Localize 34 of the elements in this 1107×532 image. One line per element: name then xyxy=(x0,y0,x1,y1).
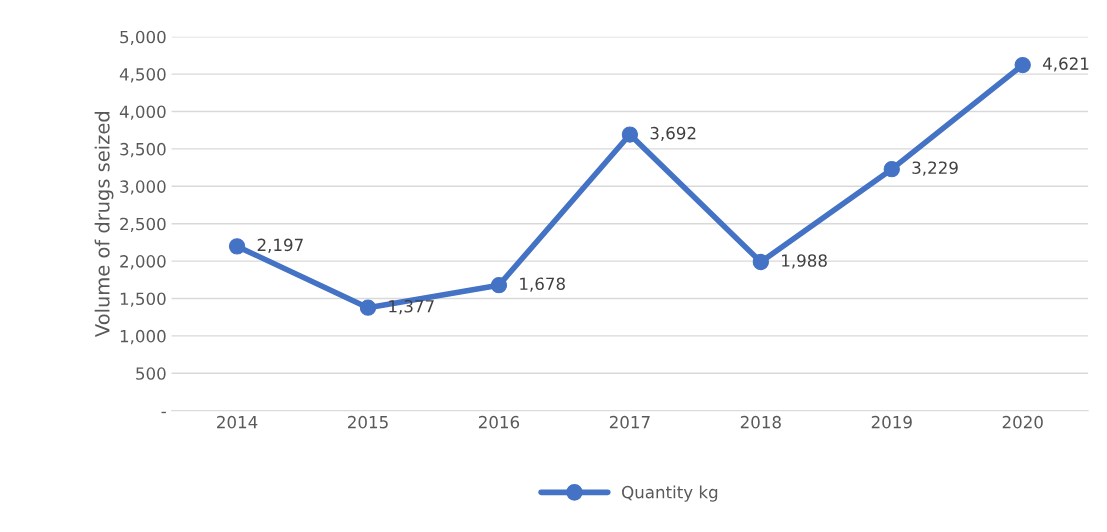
data-label: 3,692 xyxy=(650,126,696,142)
y-tick-label: 4,000 xyxy=(119,105,166,120)
x-tick-label: 2016 xyxy=(478,415,520,429)
point xyxy=(228,238,246,255)
y-tick-label: 3,000 xyxy=(120,180,166,195)
point xyxy=(1014,56,1031,74)
y-tick-label: 4,500 xyxy=(119,68,166,83)
y-tick-label: - xyxy=(161,411,166,414)
y-tick-label: 5,000 xyxy=(120,30,166,45)
point xyxy=(883,161,900,178)
y-tick-label: 500 xyxy=(136,367,166,380)
point xyxy=(490,277,508,294)
data-label: 1,988 xyxy=(782,254,827,269)
y-tick-label: 2,500 xyxy=(120,217,166,232)
data-label: 1,678 xyxy=(520,277,565,292)
y-tick-label: 2,000 xyxy=(120,255,166,270)
y-axis-title: Volume of drugs seized xyxy=(94,112,114,337)
x-tick-label: 2015 xyxy=(348,415,388,429)
data-label: 3,229 xyxy=(912,161,958,176)
point xyxy=(752,253,769,271)
x-tick-label: 2018 xyxy=(740,415,781,429)
point xyxy=(359,299,377,316)
y-tick-label: 1,000 xyxy=(120,329,166,345)
legend-label: Quantity kg xyxy=(622,485,718,502)
y-tick-label: 1,500 xyxy=(120,292,166,307)
x-tick-label: 2017 xyxy=(609,415,650,429)
data-label: 2,197 xyxy=(257,238,303,253)
x-tick-label: 2020 xyxy=(1002,415,1043,429)
point xyxy=(621,126,639,143)
data-label: 1,377 xyxy=(389,299,434,315)
data-label: 4,621 xyxy=(1042,57,1089,72)
x-tick-label: 2019 xyxy=(871,415,912,429)
y-tick-label: 3,500 xyxy=(120,142,166,158)
x-tick-label: 2014 xyxy=(217,415,258,429)
